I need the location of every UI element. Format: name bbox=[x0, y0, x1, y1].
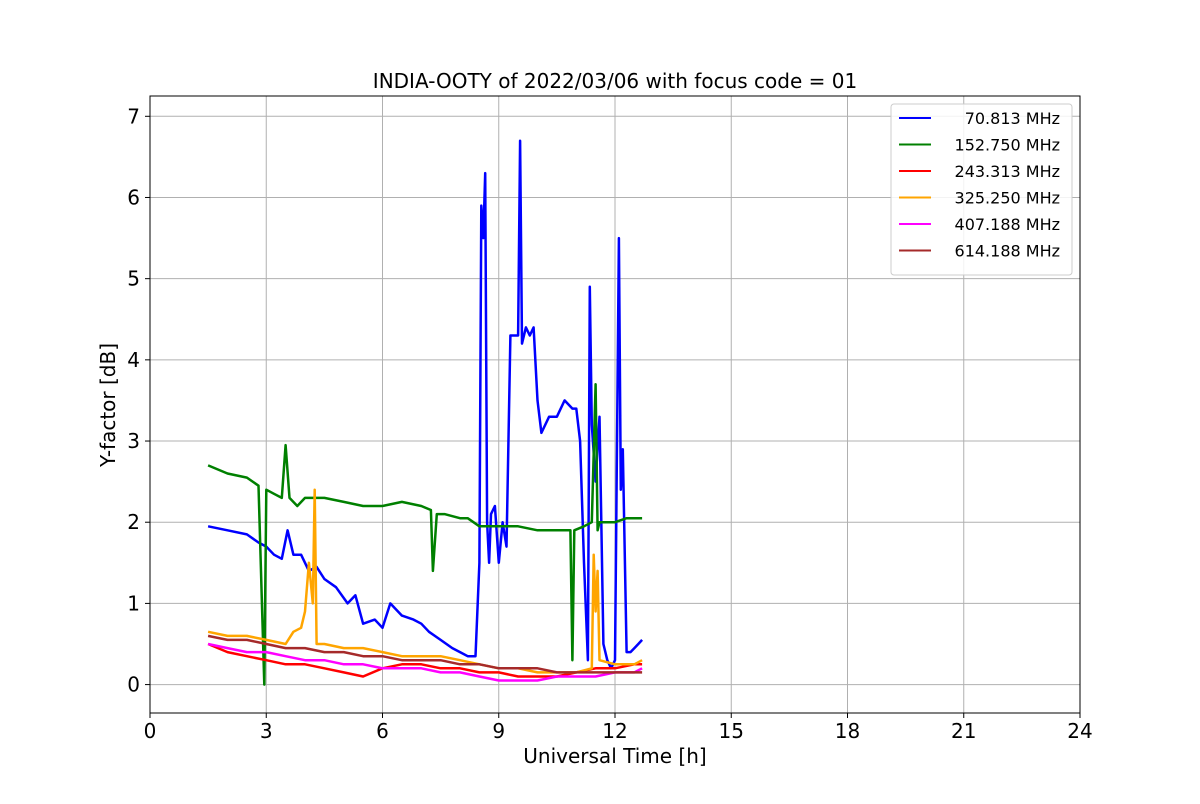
series-line-5 bbox=[207, 634, 643, 674]
series-line-4 bbox=[207, 642, 643, 682]
y-tick-label: 2 bbox=[127, 510, 140, 534]
x-tick-label: 24 bbox=[1067, 719, 1092, 743]
y-tick-label: 0 bbox=[127, 673, 140, 697]
x-tick-label: 9 bbox=[492, 719, 505, 743]
chart-title: INDIA-OOTY of 2022/03/06 with focus code… bbox=[373, 69, 857, 93]
y-tick-label: 6 bbox=[127, 185, 140, 209]
series-lines bbox=[207, 139, 644, 686]
x-tick-label: 15 bbox=[719, 719, 744, 743]
legend-label: 152.750 MHz bbox=[955, 136, 1060, 155]
legend-box bbox=[890, 103, 1073, 276]
legend-label: 407.188 MHz bbox=[955, 215, 1060, 234]
legend-label: 614.188 MHz bbox=[955, 242, 1060, 261]
x-tick-label: 21 bbox=[951, 719, 976, 743]
series-line-0 bbox=[207, 139, 644, 670]
series-line-1 bbox=[207, 382, 643, 686]
legend: 70.813 MHz 152.750 MHz 243.313 MHz 325.250 … bbox=[890, 103, 1073, 276]
legend-label: 243.313 MHz bbox=[955, 162, 1060, 181]
series-line-3 bbox=[207, 488, 643, 674]
x-tick-label: 12 bbox=[602, 719, 627, 743]
y-tick-label: 3 bbox=[127, 429, 140, 453]
y-tick-label: 5 bbox=[127, 267, 140, 291]
y-axis-label: Y-factor [dB] bbox=[96, 343, 120, 468]
x-tick-label: 3 bbox=[260, 719, 273, 743]
y-tick-label: 4 bbox=[127, 348, 140, 372]
x-tick-label: 0 bbox=[144, 719, 157, 743]
x-tick-label: 18 bbox=[835, 719, 860, 743]
x-axis-label: Universal Time [h] bbox=[523, 744, 706, 768]
y-tick-label: 1 bbox=[127, 591, 140, 615]
legend-label: 70.813 MHz bbox=[965, 109, 1060, 128]
x-tick-label: 6 bbox=[376, 719, 389, 743]
legend-label: 325.250 MHz bbox=[955, 189, 1060, 208]
y-tick-label: 7 bbox=[127, 104, 140, 128]
